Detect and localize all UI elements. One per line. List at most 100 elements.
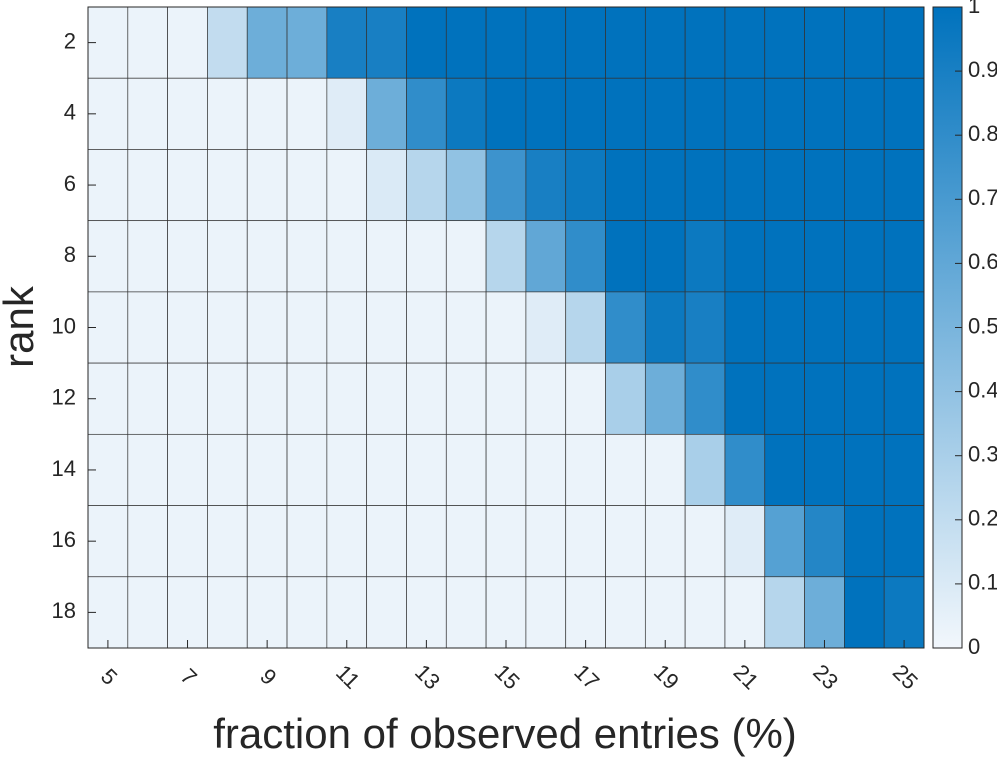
x-tick-label: 21 <box>729 659 764 694</box>
heatmap-cell <box>406 220 447 293</box>
heatmap-cell <box>844 6 885 79</box>
heatmap-cell <box>605 505 646 578</box>
heatmap-cell <box>844 77 885 150</box>
heatmap-cell <box>844 149 885 222</box>
heatmap-cell <box>605 362 646 435</box>
x-tick-label: 7 <box>176 664 202 690</box>
heatmap-cell <box>485 505 527 578</box>
heatmap-cell <box>406 433 447 506</box>
heatmap-cell <box>764 505 805 578</box>
heatmap-cell <box>406 149 447 222</box>
heatmap-cell <box>167 77 208 150</box>
x-tick-label: 15 <box>490 659 525 694</box>
heatmap-cell <box>804 220 845 293</box>
heatmap-cell <box>883 6 925 79</box>
heatmap-cell <box>127 77 168 150</box>
heatmap-cell <box>167 220 208 293</box>
heatmap-cell <box>207 77 248 150</box>
heatmap-cell <box>565 77 606 150</box>
heatmap-cell <box>485 6 527 79</box>
heatmap-cell <box>684 6 726 79</box>
heatmap-cell <box>684 149 726 222</box>
colorbar-tick-label: 1 <box>968 0 980 18</box>
heatmap-cell <box>127 433 168 506</box>
heatmap-cell <box>525 505 567 578</box>
x-tick-label: 17 <box>569 659 604 694</box>
heatmap-cell <box>804 77 845 150</box>
heatmap-cell <box>565 576 606 649</box>
heatmap-cell <box>565 220 606 293</box>
heatmap-cell <box>724 362 766 435</box>
heatmap-cell <box>326 149 368 222</box>
heatmap-cell <box>684 77 726 150</box>
heatmap-cell <box>844 220 885 293</box>
heatmap-cell <box>485 149 527 222</box>
heatmap-cell <box>883 505 925 578</box>
x-tick-label: 19 <box>649 659 684 694</box>
heatmap-cell <box>286 433 328 506</box>
colorbar-tick-label: 0.5 <box>968 313 997 338</box>
heatmap-cell <box>286 576 328 649</box>
heatmap-cell <box>167 291 208 364</box>
heatmap-cell <box>366 505 407 578</box>
heatmap-cell <box>326 77 368 150</box>
heatmap-cell <box>565 362 606 435</box>
heatmap-cell <box>883 149 925 222</box>
heatmap-cell <box>844 505 885 578</box>
heatmap-cell <box>605 433 646 506</box>
heatmap-cell <box>246 77 288 150</box>
heatmap-cell <box>366 149 407 222</box>
heatmap-cell <box>764 220 805 293</box>
heatmap-cell <box>764 291 805 364</box>
x-tick-label: 23 <box>808 659 843 694</box>
heatmap-cell <box>207 505 248 578</box>
heatmap-cell <box>127 220 168 293</box>
heatmap-cell <box>605 77 646 150</box>
x-tick-label: 25 <box>888 659 923 694</box>
x-tick-label: 11 <box>331 660 365 694</box>
heatmap-cell <box>525 220 567 293</box>
colorbar-tick-label: 0.6 <box>968 249 997 274</box>
x-axis-label: fraction of observed entries (%) <box>213 710 797 757</box>
heatmap-cell <box>445 433 487 506</box>
heatmap-cell <box>644 220 686 293</box>
y-tick-label: 10 <box>52 313 76 338</box>
heatmap-cell <box>764 362 805 435</box>
heatmap-cell <box>406 6 447 79</box>
heatmap-cell <box>844 362 885 435</box>
heatmap-cell <box>724 220 766 293</box>
heatmap-cell <box>644 291 686 364</box>
heatmap-cell <box>326 576 368 649</box>
heatmap-cell <box>167 6 208 79</box>
heatmap-cell <box>406 576 447 649</box>
heatmap-cell <box>565 433 606 506</box>
heatmap-cell <box>525 291 567 364</box>
heatmap-cell <box>207 220 248 293</box>
heatmap-cell <box>565 505 606 578</box>
colorbar-tick-label: 0.4 <box>968 377 997 402</box>
heatmap-cell <box>764 576 805 649</box>
heatmap-cell <box>485 77 527 150</box>
heatmap-cell <box>724 6 766 79</box>
heatmap-cell <box>127 6 168 79</box>
heatmap-cell <box>167 149 208 222</box>
heatmap-cell <box>366 362 407 435</box>
heatmap-cell <box>406 362 447 435</box>
heatmap-cell <box>286 220 328 293</box>
heatmap-cell <box>127 576 168 649</box>
y-tick-label: 18 <box>52 598 76 623</box>
heatmap-cell <box>286 77 328 150</box>
y-tick-label: 12 <box>52 385 76 410</box>
heatmap-cell <box>883 291 925 364</box>
heatmap-cell <box>724 291 766 364</box>
heatmap-cell <box>804 576 845 649</box>
heatmap-cell <box>724 77 766 150</box>
heatmap-cell <box>525 576 567 649</box>
heatmap-cell <box>605 149 646 222</box>
heatmap-cell <box>127 505 168 578</box>
heatmap-cell <box>246 220 288 293</box>
heatmap-cell <box>804 6 845 79</box>
heatmap-cell <box>445 576 487 649</box>
heatmap-cell <box>445 505 487 578</box>
x-tick-label: 9 <box>255 664 281 690</box>
